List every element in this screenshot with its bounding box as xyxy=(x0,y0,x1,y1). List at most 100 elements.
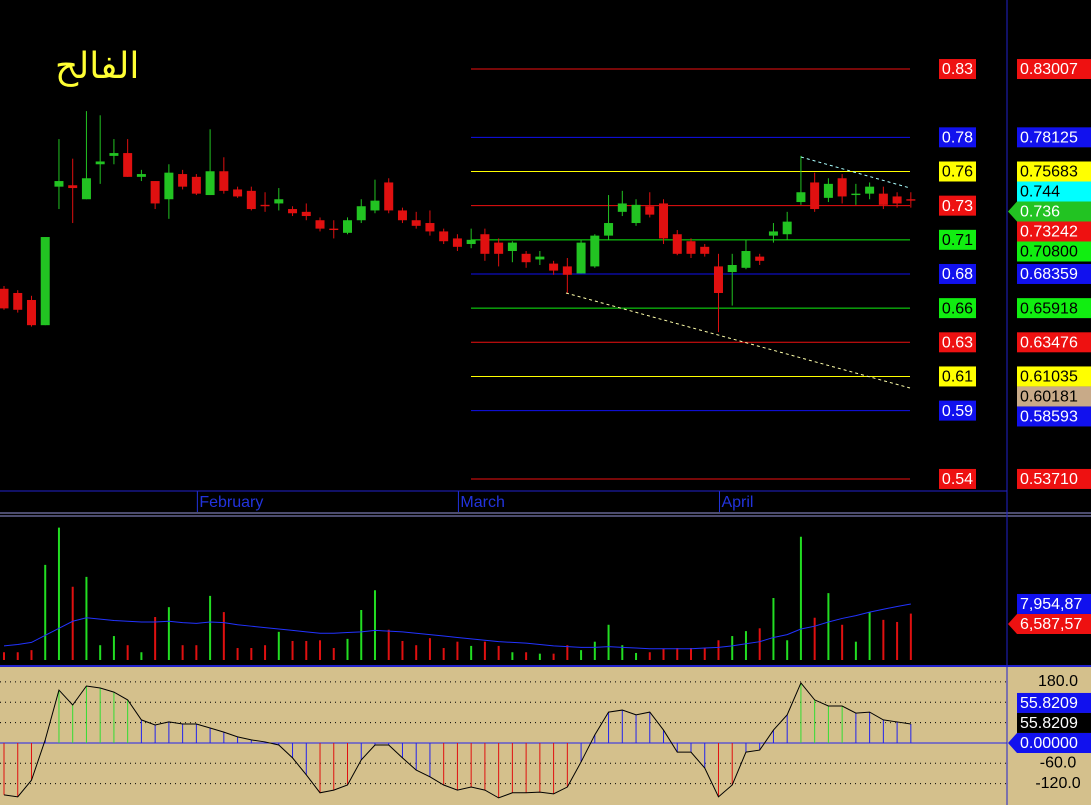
value-label: 0.83007 xyxy=(1020,61,1078,78)
level-tag xyxy=(939,59,976,80)
y-tick-label: -120.0 xyxy=(1035,775,1080,792)
level-tag xyxy=(939,332,976,353)
value-label: 7,954,87 xyxy=(1020,596,1082,613)
volume-average xyxy=(3,603,911,650)
candle-body xyxy=(590,235,600,267)
value-label: 0.65918 xyxy=(1020,300,1078,317)
value-label: 0.63476 xyxy=(1020,335,1078,352)
level-label: 0.68 xyxy=(942,266,973,283)
candle-body xyxy=(0,288,9,309)
value-label: 0.78125 xyxy=(1020,130,1078,147)
candle-body xyxy=(466,239,476,245)
candle-body xyxy=(329,228,339,231)
candle-body xyxy=(549,263,559,271)
candle-body xyxy=(604,223,614,236)
level-label: 0.66 xyxy=(942,300,973,317)
oscillator-line xyxy=(3,681,911,799)
value-marker xyxy=(1017,181,1091,202)
candle-body xyxy=(370,200,380,211)
candle-body xyxy=(95,161,105,165)
value-marker xyxy=(1017,241,1091,262)
panel-background xyxy=(0,666,1091,805)
value-label: 55.8209 xyxy=(1020,695,1078,712)
candle-body xyxy=(191,176,201,194)
candle-body xyxy=(68,185,78,189)
value-label: 0.68359 xyxy=(1020,266,1078,283)
level-tag xyxy=(939,161,976,182)
candle-body xyxy=(13,292,23,310)
candle-body xyxy=(54,181,64,187)
candle-body xyxy=(494,242,504,254)
candle-body xyxy=(136,174,146,177)
candle-body xyxy=(617,203,627,212)
level-label: 0.61 xyxy=(942,369,973,386)
value-marker xyxy=(1017,161,1091,182)
value-marker xyxy=(1017,298,1091,319)
candle-body xyxy=(823,183,833,198)
candle-body xyxy=(837,178,847,197)
candle-body xyxy=(878,193,888,205)
value-label: 0.736 xyxy=(1020,204,1060,221)
candle-body xyxy=(631,204,641,224)
value-label: 0.60181 xyxy=(1020,389,1078,406)
candle-body xyxy=(26,299,36,326)
level-label: 0.63 xyxy=(942,335,973,352)
level-label: 0.59 xyxy=(942,403,973,420)
value-label: 0.75683 xyxy=(1020,164,1078,181)
value-marker xyxy=(1017,406,1091,427)
candle-body xyxy=(645,206,655,215)
plot-area: الفالح 0.83 0.78 0.76 0.73 0.71 0.68 0.66 0.63 0.… xyxy=(0,46,1091,805)
candle-body xyxy=(672,234,682,254)
value-label: 0.73242 xyxy=(1020,224,1078,241)
value-marker xyxy=(1017,386,1091,407)
candle-body xyxy=(755,256,765,261)
candle-body xyxy=(796,192,806,203)
candle-body xyxy=(246,190,256,210)
candle-body xyxy=(865,186,875,194)
level-tag xyxy=(939,468,976,489)
value-label: 0.70800 xyxy=(1020,244,1078,261)
level-tag xyxy=(939,195,976,216)
value-marker xyxy=(1017,221,1091,242)
background xyxy=(0,0,1091,666)
candle-body xyxy=(178,174,188,187)
candle-body xyxy=(576,242,586,274)
candle-body xyxy=(425,223,435,232)
candle-body xyxy=(123,153,133,177)
candle-body xyxy=(892,196,902,204)
candle-body xyxy=(521,253,531,263)
candle-body xyxy=(288,209,298,214)
candle-body xyxy=(906,199,916,201)
value-label: 0.53710 xyxy=(1020,471,1078,488)
candle-body xyxy=(782,221,792,235)
candle-body xyxy=(205,171,215,196)
value-label: 0.61035 xyxy=(1020,369,1078,386)
candle-body xyxy=(356,206,366,221)
level-label: 0.83 xyxy=(942,61,973,78)
value-marker xyxy=(1017,468,1091,489)
candle-body xyxy=(700,246,710,254)
level-tag xyxy=(939,263,976,284)
value-marker xyxy=(1017,263,1091,284)
x-tick-label: February xyxy=(199,494,263,511)
value-marker xyxy=(1017,332,1091,353)
y-tick-label: 180.0 xyxy=(1038,673,1078,690)
candle-body xyxy=(480,234,490,254)
candle-body xyxy=(315,220,325,229)
candle-body xyxy=(452,238,462,247)
value-label: 0.00000 xyxy=(1020,735,1078,752)
candle-body xyxy=(260,204,270,207)
candle-body xyxy=(81,178,91,200)
candle-body xyxy=(810,182,820,210)
level-label: 0.78 xyxy=(942,130,973,147)
candle-body xyxy=(343,220,352,233)
chart-title: الفالح xyxy=(55,46,139,87)
value-marker xyxy=(1017,127,1091,148)
candle-body xyxy=(713,266,723,293)
candle-body xyxy=(411,220,421,226)
level-tag xyxy=(939,400,976,421)
candle-body xyxy=(384,182,394,211)
level-tag xyxy=(939,366,976,387)
